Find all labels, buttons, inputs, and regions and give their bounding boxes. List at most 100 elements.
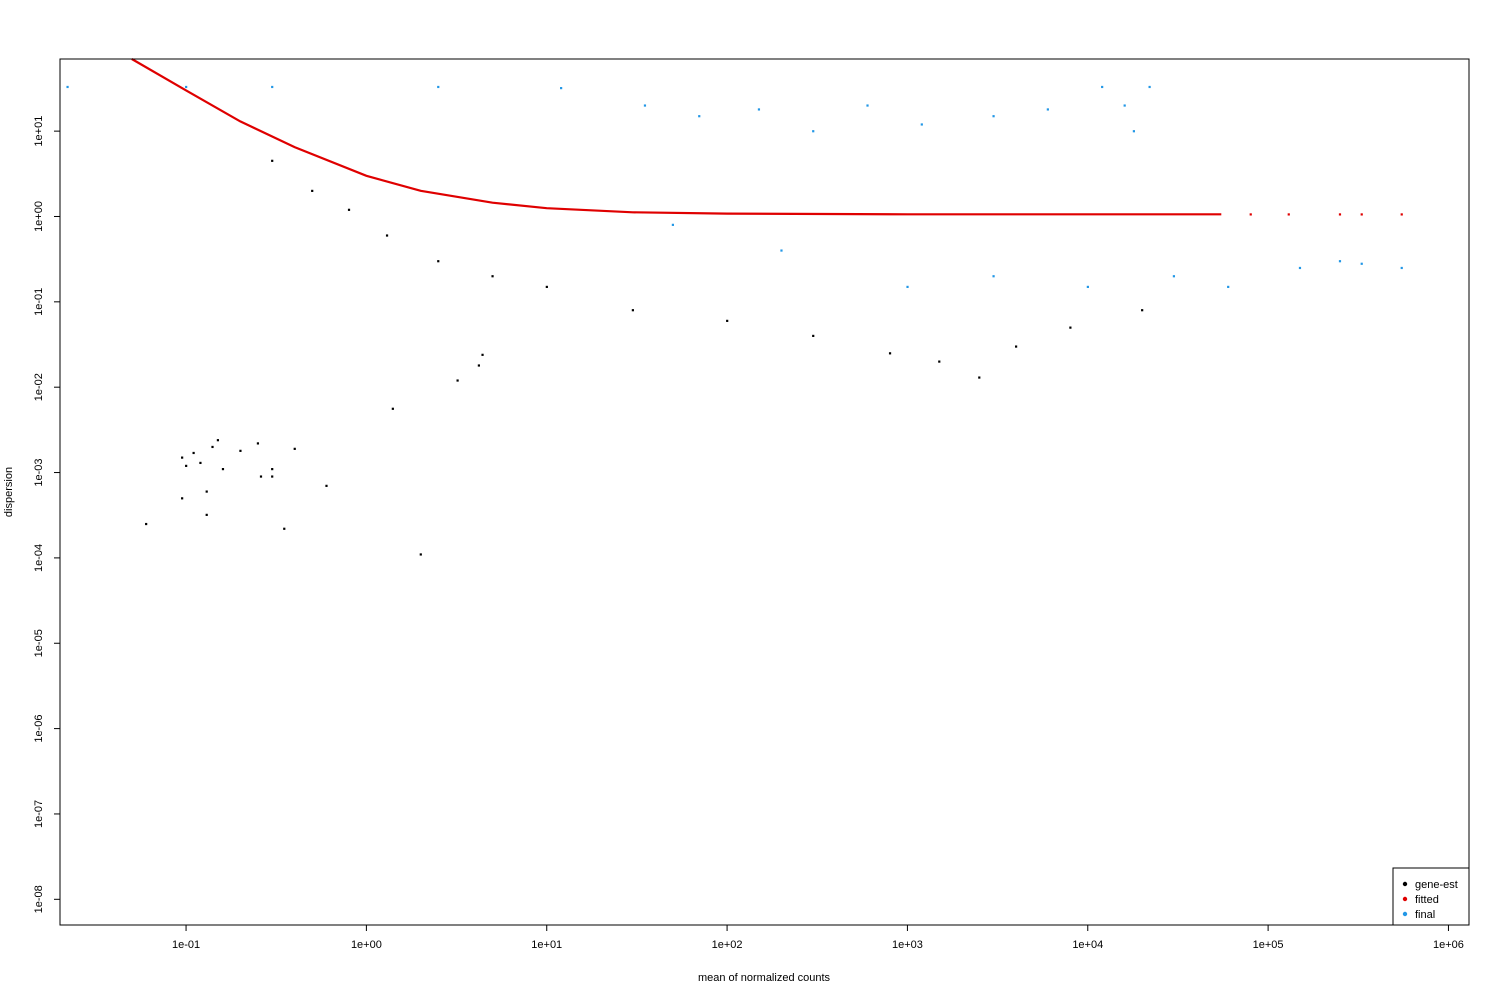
y-tick-label: 1e+01 — [33, 116, 45, 147]
fitted-curve — [131, 58, 1222, 216]
point-gene-est — [271, 468, 274, 471]
y-tick-label: 1e-05 — [33, 629, 45, 657]
point-fitted — [1249, 213, 1252, 216]
legend-label-final: final — [1415, 909, 1435, 921]
point-gene-est — [477, 364, 480, 367]
point-gene-est — [888, 352, 892, 355]
point-fitted — [1400, 213, 1403, 216]
point-gene-est — [631, 309, 634, 312]
point-gene-est — [726, 319, 729, 322]
legend-marker-fitted — [1402, 896, 1408, 902]
point-gene-est — [181, 497, 184, 500]
point-final — [437, 85, 440, 89]
point-final — [1101, 85, 1104, 89]
point-gene-est — [978, 376, 981, 379]
point-gene-est — [256, 442, 260, 445]
point-final — [780, 249, 783, 252]
point-gene-est — [1141, 309, 1144, 312]
y-axis: 1e+01 1e+00 1e-01 1e-02 1e-03 1e-04 1e-05 1e-06… — [33, 116, 61, 913]
point-final — [1338, 260, 1342, 263]
point-gene-est — [205, 513, 208, 516]
point-gene-est — [456, 379, 459, 382]
x-tick-label: 1e+02 — [712, 939, 743, 951]
point-gene-est — [185, 464, 188, 467]
point-gene-est — [1015, 345, 1018, 348]
point-gene-est — [239, 449, 242, 452]
point-final — [643, 104, 647, 107]
point-fitted — [1360, 213, 1363, 216]
point-gene-est — [211, 445, 214, 449]
point-final — [1227, 285, 1230, 289]
point-gene-est — [216, 439, 220, 442]
x-tick-label: 1e+05 — [1253, 939, 1284, 951]
point-gene-est — [259, 475, 263, 478]
point-gene-est — [391, 407, 394, 410]
point-final — [560, 87, 563, 90]
point-gene-est — [199, 461, 202, 465]
point-gene-est — [221, 468, 225, 471]
x-tick-label: 1e+00 — [351, 939, 382, 951]
point-final — [185, 85, 188, 89]
point-final — [920, 123, 923, 126]
point-final — [1172, 275, 1176, 278]
point-final — [1400, 266, 1403, 270]
fitted-curve-layer — [131, 58, 1403, 216]
point-gene-est — [347, 208, 351, 211]
point-final — [271, 85, 274, 89]
point-gene-est — [437, 260, 440, 263]
point-gene-est — [293, 447, 296, 450]
point-gene-est — [271, 159, 274, 162]
y-tick-label: 1e-02 — [33, 373, 45, 401]
point-gene-est — [192, 451, 195, 455]
x-tick-label: 1e+06 — [1433, 939, 1464, 951]
point-final — [1298, 266, 1302, 270]
y-tick-label: 1e+00 — [33, 201, 45, 232]
point-gene-est — [311, 189, 314, 192]
point-final — [757, 108, 761, 111]
point-fitted — [1338, 213, 1342, 216]
y-tick-label: 1e-08 — [33, 885, 45, 913]
point-final — [992, 275, 995, 278]
point-final — [1086, 285, 1089, 289]
x-axis-title: mean of normalized counts — [698, 972, 831, 984]
point-gene-est — [325, 484, 328, 487]
y-tick-label: 1e-01 — [33, 288, 45, 316]
x-axis: 1e-01 1e+00 1e+01 1e+02 1e+03 1e+04 1e+05 1e+06 — [172, 924, 1464, 951]
x-tick-label: 1e+03 — [892, 939, 923, 951]
point-final — [1148, 85, 1151, 89]
x-tick-label: 1e+04 — [1072, 939, 1103, 951]
point-final — [1132, 130, 1136, 133]
point-final — [671, 223, 674, 226]
x-tick-label: 1e+01 — [531, 939, 562, 951]
point-final — [698, 115, 701, 118]
points-layer — [66, 85, 1403, 556]
point-gene-est — [812, 334, 815, 338]
legend-label-fitted: fitted — [1415, 894, 1439, 906]
point-gene-est — [545, 285, 548, 289]
y-tick-label: 1e-07 — [33, 800, 45, 828]
point-final — [812, 130, 815, 133]
point-final — [906, 285, 909, 289]
point-final — [66, 85, 69, 89]
legend: gene-est fitted final — [1392, 867, 1470, 926]
legend-marker-gene-est — [1402, 881, 1408, 887]
x-tick-label: 1e-01 — [172, 939, 200, 951]
point-final — [1046, 108, 1049, 111]
point-gene-est — [481, 353, 484, 356]
legend-label-gene-est: gene-est — [1415, 879, 1458, 891]
point-fitted — [1287, 213, 1290, 216]
y-tick-label: 1e-06 — [33, 715, 45, 743]
point-final — [1360, 262, 1363, 265]
point-gene-est — [271, 475, 274, 478]
point-gene-est — [283, 527, 286, 530]
point-gene-est — [385, 234, 389, 237]
point-gene-est — [145, 522, 148, 526]
point-final — [866, 104, 869, 107]
point-final — [992, 115, 995, 118]
point-gene-est — [181, 456, 184, 459]
y-axis-title: dispersion — [3, 467, 15, 517]
y-tick-label: 1e-04 — [33, 544, 45, 572]
point-gene-est — [205, 490, 208, 493]
